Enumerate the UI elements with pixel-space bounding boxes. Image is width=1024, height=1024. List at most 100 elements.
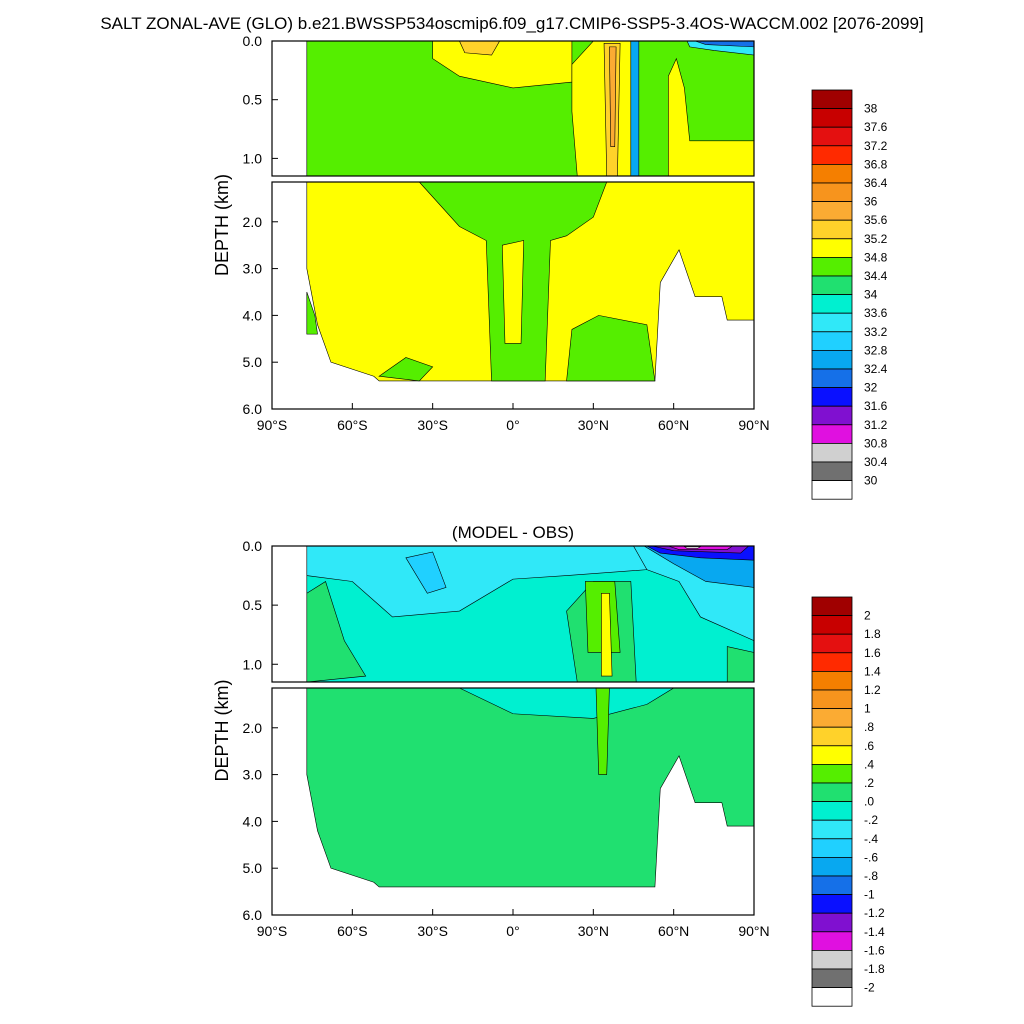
colorbar-box [811,219,853,240]
x-tick-label: 30°S [417,417,448,433]
colorbar-label: 36.8 [864,157,888,171]
colorbar-box [811,163,853,184]
colorbar-box [811,461,853,482]
colorbar-label: 33.6 [864,306,888,320]
colorbar-label: 1.4 [864,664,881,678]
x-tick-label: 90°S [257,417,288,433]
colorbar-label: -1.8 [864,962,885,976]
x-tick-label: 60°N [658,417,689,433]
axis-break-gap [272,176,754,182]
colorbar-label: -1.6 [864,943,885,957]
colorbar-label: 31.2 [864,418,888,432]
colorbar-box [811,126,853,147]
colorbar-box [811,838,853,858]
x-tick-label: 0° [506,923,519,939]
colorbar-label: .2 [864,776,874,790]
colorbar-box [811,442,853,463]
colorbar-box [811,782,853,803]
colorbar-box [811,912,853,933]
upper-frame [271,545,755,683]
region-0-2 [595,687,610,775]
colorbar-label: 37.2 [864,139,888,153]
colorbar-box [811,108,853,128]
colorbar-label: -1.4 [864,925,885,939]
x-tick-label: 90°S [257,923,288,939]
panel-1: 90°S 60°S 30°S 0° 30°N 60°N 90°N 0.0 0.5 1.0 2.0 3.… [212,33,888,500]
region-0-0 [726,646,755,683]
region-0-0 [306,687,755,888]
region-0-0 [306,581,367,683]
contour-field [306,545,755,888]
colorbar-box [811,819,853,840]
x-tick-label: 90°N [738,923,769,939]
colorbar-box [811,256,853,277]
panel-2: 90°S 60°S 30°S 0° 30°N 60°N 90°N0.00.51.02.03.… [212,523,885,1007]
colorbar-label: 1.2 [864,683,881,697]
colorbar-box [811,201,853,221]
colorbar-box [811,349,853,370]
colorbar-box [811,596,853,617]
colorbar-box [811,875,853,896]
colorbar-box [811,387,853,407]
panel-title: (MODEL - OBS) [452,523,574,542]
colorbar-label: 38 [864,102,878,116]
colorbar-box [811,480,853,500]
y-tick-label: 1.0 [243,150,263,166]
y-tick-label: 4.0 [243,307,263,323]
y-axis-title: DEPTH (km) [212,174,232,276]
colorbar-box [811,857,853,877]
colorbar-label: .4 [864,757,874,771]
y-tick-label: 6.0 [243,401,263,417]
colorbar-box [811,950,853,970]
y-tick-label: 0.5 [243,92,263,108]
colorbar-label: -.4 [864,832,878,846]
region-0-4 [601,593,613,677]
colorbar-label: .6 [864,739,874,753]
colorbar-box [811,987,853,1007]
colorbar-label: .0 [864,795,874,809]
colorbar-label: 33.2 [864,325,888,339]
y-tick-label: 2.0 [243,720,263,736]
x-tick-label: 90°N [738,417,769,433]
figure-title: SALT ZONAL-AVE (GLO) b.e21.BWSSP534oscmi… [100,14,924,33]
colorbar-box [811,368,853,389]
colorbar-box [811,726,853,747]
region-neg0-6 [405,551,447,594]
colorbar-label: 35.2 [864,232,888,246]
axis-break-gap [272,682,754,688]
y-tick-label: 1.0 [243,656,263,672]
colorbar-label: 1 [864,702,871,716]
colorbar-box [811,708,853,728]
colorbar-box [811,424,853,444]
colorbar-label: 34.4 [864,269,888,283]
colorbar-label: 34 [864,288,878,302]
colorbar-box [811,145,853,165]
colorbar-box [811,89,853,110]
y-tick-label: 0.0 [243,538,263,554]
y-tick-label: 5.0 [243,860,263,876]
colorbar-label: -2 [864,981,875,995]
x-tick-label: 30°N [578,417,609,433]
colorbar-label: -.8 [864,869,878,883]
colorbar-label: 36 [864,195,878,209]
colorbar-label: -.2 [864,813,878,827]
colorbar-label: 30 [864,474,878,488]
y-tick-label: 6.0 [243,907,263,923]
colorbar-box [811,931,853,951]
y-tick-label: 3.0 [243,261,263,277]
colorbar: 38 37.6 37.2 36.8 36.4 36 35.6 35.2 34.8 34.4 34 33… [811,89,888,500]
x-tick-label: 30°S [417,923,448,939]
colorbar-label: 32.4 [864,362,888,376]
colorbar-box [811,894,853,914]
colorbar-box [811,331,853,351]
colorbar-label: .8 [864,720,874,734]
x-tick-label: 30°N [578,923,609,939]
colorbar-box [811,312,853,333]
colorbar-label: 31.6 [864,399,888,413]
colorbar-label: 1.8 [864,627,881,641]
x-tick-label: 0° [506,417,519,433]
colorbar-box [811,238,853,258]
colorbar-box [811,801,853,821]
y-tick-label: 5.0 [243,354,263,370]
